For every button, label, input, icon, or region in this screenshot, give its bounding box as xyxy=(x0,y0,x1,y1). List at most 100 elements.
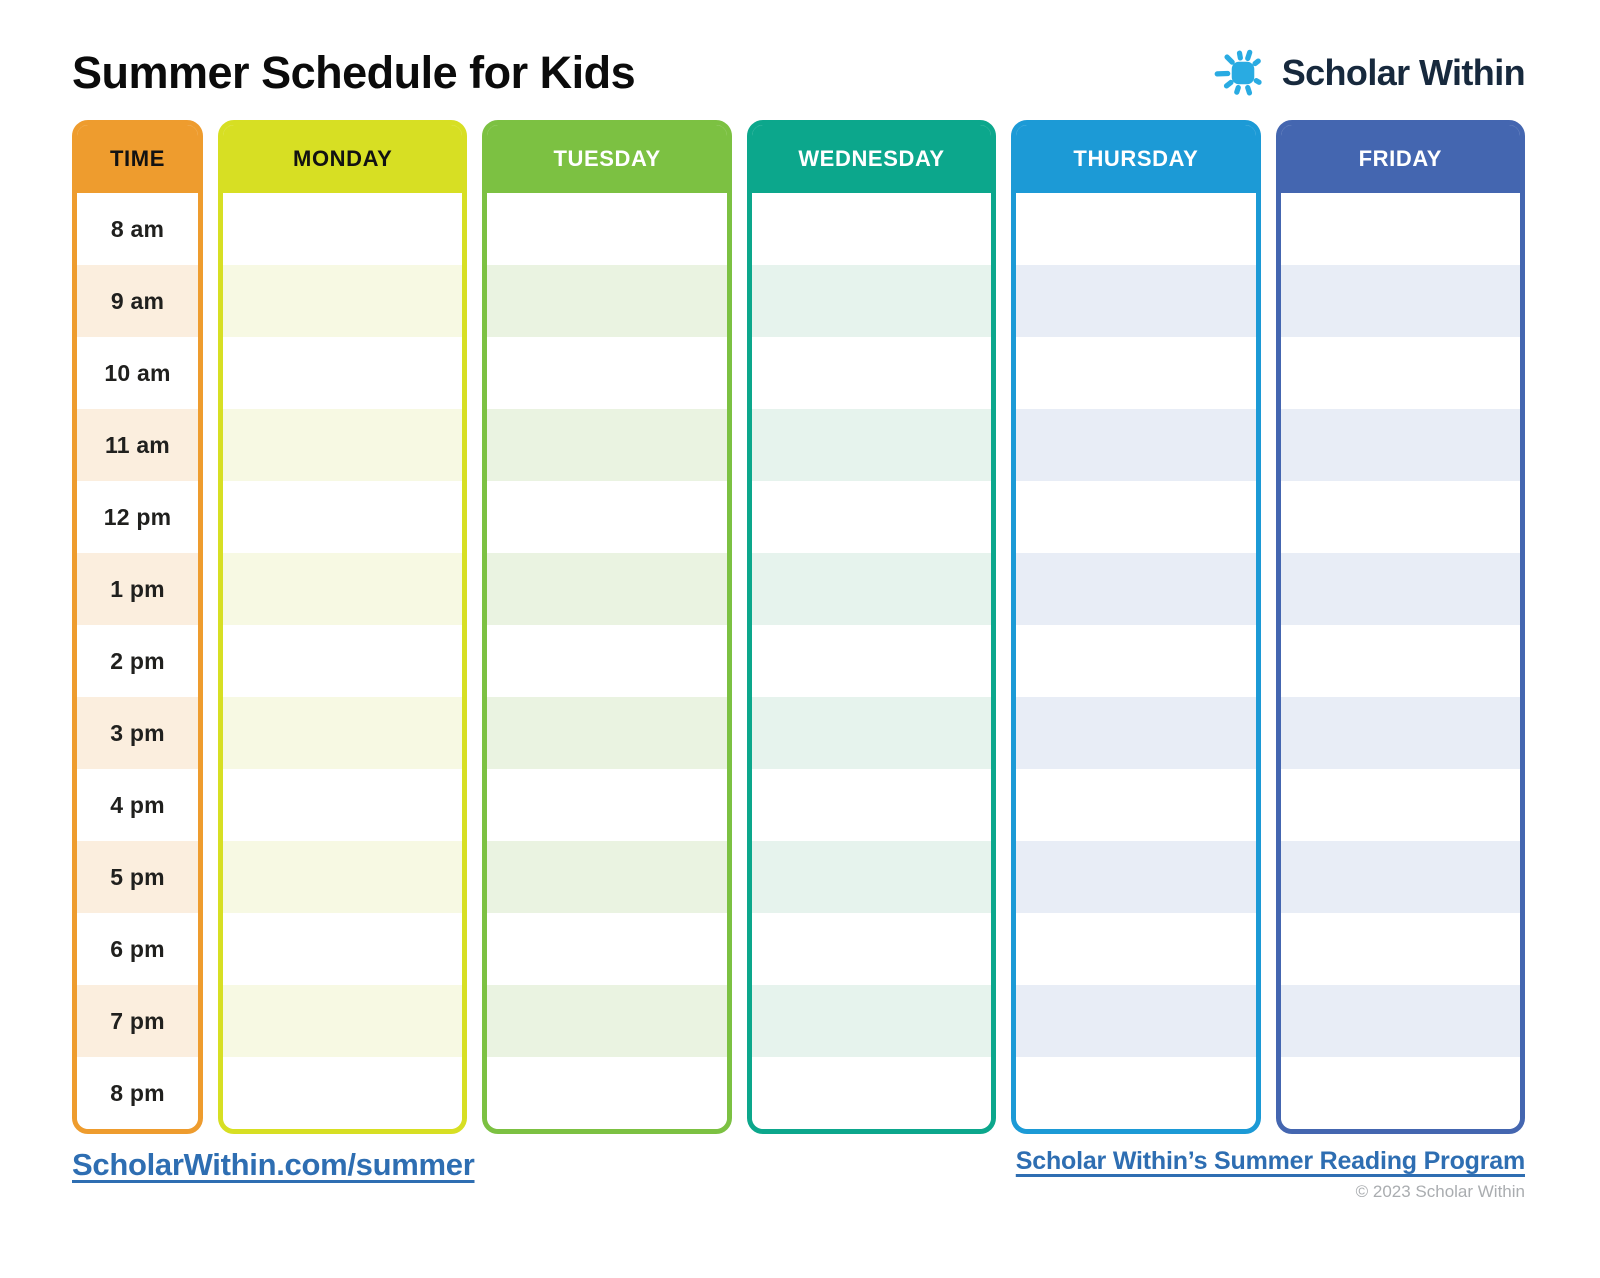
column-header-time: TIME xyxy=(77,125,198,193)
schedule-cell-tuesday-4pm xyxy=(487,769,726,841)
schedule-cell-friday-5pm xyxy=(1281,841,1520,913)
schedule-cell-thursday-7pm xyxy=(1016,985,1255,1057)
column-tuesday: TUESDAY xyxy=(482,120,731,1134)
schedule-cell-friday-10am xyxy=(1281,337,1520,409)
column-header-thursday: THURSDAY xyxy=(1016,125,1255,193)
time-label-12pm: 12 pm xyxy=(77,481,198,553)
sun-icon xyxy=(1214,47,1272,99)
schedule-cell-thursday-2pm xyxy=(1016,625,1255,697)
schedule-cell-wednesday-12pm xyxy=(752,481,991,553)
time-label-2pm: 2 pm xyxy=(77,625,198,697)
schedule-cell-tuesday-3pm xyxy=(487,697,726,769)
schedule-cell-thursday-9am xyxy=(1016,265,1255,337)
schedule-cell-monday-7pm xyxy=(223,985,462,1057)
schedule-cell-wednesday-11am xyxy=(752,409,991,481)
time-label-1pm: 1 pm xyxy=(77,553,198,625)
schedule-cell-thursday-10am xyxy=(1016,337,1255,409)
schedule-cell-monday-1pm xyxy=(223,553,462,625)
schedule-cell-thursday-8am xyxy=(1016,193,1255,265)
column-friday: FRIDAY xyxy=(1276,120,1525,1134)
page: Summer Schedule for Kids Scholar Within xyxy=(0,42,1600,1278)
footer: ScholarWithin.com/summer Scholar Within’… xyxy=(72,1147,1525,1202)
schedule-cell-monday-5pm xyxy=(223,841,462,913)
schedule-cell-friday-4pm xyxy=(1281,769,1520,841)
schedule-cell-monday-10am xyxy=(223,337,462,409)
page-title: Summer Schedule for Kids xyxy=(72,47,635,99)
schedule-cell-tuesday-2pm xyxy=(487,625,726,697)
schedule-cell-tuesday-6pm xyxy=(487,913,726,985)
schedule-cell-monday-11am xyxy=(223,409,462,481)
schedule-cell-monday-3pm xyxy=(223,697,462,769)
schedule-cell-wednesday-1pm xyxy=(752,553,991,625)
schedule-cell-wednesday-7pm xyxy=(752,985,991,1057)
schedule-cell-friday-7pm xyxy=(1281,985,1520,1057)
schedule-cell-friday-11am xyxy=(1281,409,1520,481)
schedule-cell-monday-12pm xyxy=(223,481,462,553)
schedule-cell-monday-2pm xyxy=(223,625,462,697)
time-label-8pm: 8 pm xyxy=(77,1057,198,1129)
schedule-cell-tuesday-12pm xyxy=(487,481,726,553)
schedule-cell-monday-4pm xyxy=(223,769,462,841)
schedule-cell-friday-2pm xyxy=(1281,625,1520,697)
schedule-cell-tuesday-9am xyxy=(487,265,726,337)
schedule-cell-wednesday-5pm xyxy=(752,841,991,913)
schedule-cell-thursday-3pm xyxy=(1016,697,1255,769)
schedule-cell-thursday-6pm xyxy=(1016,913,1255,985)
schedule-cell-monday-9am xyxy=(223,265,462,337)
schedule-cell-tuesday-11am xyxy=(487,409,726,481)
column-header-tuesday: TUESDAY xyxy=(487,125,726,193)
footer-right: Scholar Within’s Summer Reading Program … xyxy=(1016,1147,1525,1202)
time-label-3pm: 3 pm xyxy=(77,697,198,769)
schedule-cell-tuesday-8pm xyxy=(487,1057,726,1129)
schedule-cell-tuesday-7pm xyxy=(487,985,726,1057)
schedule-cell-friday-6pm xyxy=(1281,913,1520,985)
brand-name: Scholar Within xyxy=(1282,52,1525,94)
schedule-cell-thursday-4pm xyxy=(1016,769,1255,841)
schedule-cell-friday-3pm xyxy=(1281,697,1520,769)
schedule-cell-tuesday-5pm xyxy=(487,841,726,913)
schedule-cell-tuesday-8am xyxy=(487,193,726,265)
brand-logo: Scholar Within xyxy=(1214,47,1525,99)
column-header-wednesday: WEDNESDAY xyxy=(752,125,991,193)
schedule-cell-monday-8pm xyxy=(223,1057,462,1129)
schedule-cell-thursday-11am xyxy=(1016,409,1255,481)
reading-program-link[interactable]: Scholar Within’s Summer Reading Program xyxy=(1016,1147,1525,1176)
schedule-cell-tuesday-10am xyxy=(487,337,726,409)
column-header-friday: FRIDAY xyxy=(1281,125,1520,193)
schedule-cell-friday-8pm xyxy=(1281,1057,1520,1129)
schedule-cell-thursday-1pm xyxy=(1016,553,1255,625)
time-label-8am: 8 am xyxy=(77,193,198,265)
schedule-cell-wednesday-2pm xyxy=(752,625,991,697)
copyright-text: © 2023 Scholar Within xyxy=(1356,1182,1525,1202)
schedule-cell-thursday-8pm xyxy=(1016,1057,1255,1129)
time-label-10am: 10 am xyxy=(77,337,198,409)
time-label-9am: 9 am xyxy=(77,265,198,337)
schedule-cell-tuesday-1pm xyxy=(487,553,726,625)
schedule-cell-wednesday-4pm xyxy=(752,769,991,841)
time-label-5pm: 5 pm xyxy=(77,841,198,913)
column-monday: MONDAY xyxy=(218,120,467,1134)
schedule-cell-friday-12pm xyxy=(1281,481,1520,553)
schedule-cell-monday-8am xyxy=(223,193,462,265)
time-label-6pm: 6 pm xyxy=(77,913,198,985)
schedule-cell-wednesday-6pm xyxy=(752,913,991,985)
schedule-cell-monday-6pm xyxy=(223,913,462,985)
schedule-cell-wednesday-10am xyxy=(752,337,991,409)
column-header-monday: MONDAY xyxy=(223,125,462,193)
schedule-cell-thursday-5pm xyxy=(1016,841,1255,913)
schedule-cell-wednesday-8am xyxy=(752,193,991,265)
column-thursday: THURSDAY xyxy=(1011,120,1260,1134)
schedule-cell-friday-8am xyxy=(1281,193,1520,265)
schedule-cell-wednesday-8pm xyxy=(752,1057,991,1129)
time-label-4pm: 4 pm xyxy=(77,769,198,841)
schedule-cell-friday-9am xyxy=(1281,265,1520,337)
time-label-7pm: 7 pm xyxy=(77,985,198,1057)
schedule-cell-thursday-12pm xyxy=(1016,481,1255,553)
schedule-cell-wednesday-9am xyxy=(752,265,991,337)
column-wednesday: WEDNESDAY xyxy=(747,120,996,1134)
time-label-11am: 11 am xyxy=(77,409,198,481)
schedule-cell-wednesday-3pm xyxy=(752,697,991,769)
summer-page-link[interactable]: ScholarWithin.com/summer xyxy=(72,1147,475,1183)
